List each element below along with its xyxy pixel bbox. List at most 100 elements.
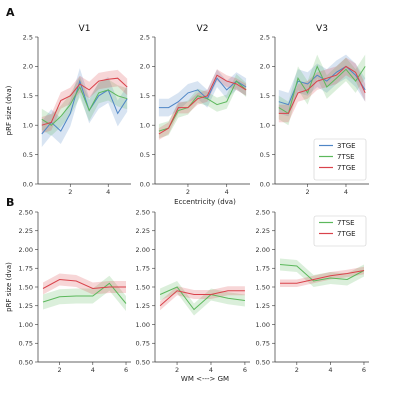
- y-tick-label: 2.25: [19, 227, 33, 235]
- x-tick-label: 2: [306, 188, 310, 196]
- legend-label-7tge: 7TGE: [337, 164, 356, 172]
- y-tick-label: 1.00: [19, 321, 33, 329]
- y-tick-label: 0.75: [136, 340, 150, 348]
- legend-box: [313, 138, 367, 181]
- band-7tge: [158, 69, 247, 140]
- y-tick-label: 2.5: [260, 33, 270, 41]
- y-tick-label: 0.0: [260, 180, 270, 188]
- line-7tge: [280, 270, 365, 284]
- subplot-3: 0.0 0.5 1.0 1.5 2.0 2.5 2 4 V3 3TGE 7TSE 7TGE: [260, 24, 369, 196]
- legend-label-7tse: 7TSE: [337, 153, 355, 161]
- legend-box: [313, 215, 367, 247]
- y-tick-label: 2.0: [140, 63, 150, 71]
- panel-label-a: A: [6, 6, 15, 19]
- x-tick-label: 6: [243, 366, 247, 374]
- x-tick-label: 4: [209, 366, 213, 374]
- line-7tge: [278, 65, 366, 114]
- x-tick-label: 4: [328, 366, 332, 374]
- y-tick-label: 1.50: [19, 283, 33, 291]
- y-tick-label: 0.50: [256, 358, 270, 366]
- y-tick-label: 2.0: [260, 63, 270, 71]
- y-tick-label: 1.00: [256, 321, 270, 329]
- x-tick-label: 2: [295, 366, 299, 374]
- legend: 7TSE 7TGE: [313, 215, 367, 247]
- line-7tge: [158, 74, 247, 135]
- y-tick-label: 2.00: [19, 246, 33, 254]
- band-7tse: [160, 281, 245, 316]
- band-3tge: [278, 54, 366, 117]
- band-7tse: [278, 54, 366, 126]
- subplot-title: V1: [79, 24, 91, 34]
- shared-xlabel-row-b: WM <---> GM: [181, 375, 229, 383]
- y-tick-label: 2.5: [23, 33, 33, 41]
- y-tick-label: 2.25: [136, 227, 150, 235]
- legend-label-7tge: 7TGE: [337, 230, 356, 238]
- y-tick-label: 0.0: [23, 180, 33, 188]
- x-tick-label: 2: [175, 366, 179, 374]
- band-3tge: [158, 69, 247, 117]
- y-tick-label: 0.75: [19, 340, 33, 348]
- x-tick-label: 2: [68, 188, 72, 196]
- y-tick-label: 1.75: [256, 265, 270, 273]
- y-tick-label: 1.75: [136, 265, 150, 273]
- x-tick-label: 2: [186, 188, 190, 196]
- y-tick-label: 2.50: [19, 208, 33, 216]
- x-tick-label: 4: [225, 188, 229, 196]
- y-tick-label: 2.25: [256, 227, 270, 235]
- y-tick-label: 1.00: [136, 321, 150, 329]
- subplot-2: 0.0 0.5 1.0 1.5 2.0 2.5 2 4 V2: [140, 24, 250, 196]
- subplot-5: 0.50 0.75 1.00 1.25 1.50 1.75 2.00 2.25 2.50 2 4 6: [136, 208, 250, 374]
- y-tick-label: 0.0: [140, 180, 150, 188]
- line-3tge: [158, 77, 247, 109]
- subplot-1: 0.0 0.5 1.0 1.5 2.0 2.5 2 4 V1 pRF size (dva): [5, 24, 131, 196]
- legend-label-3tge: 3TGE: [337, 142, 356, 150]
- y-tick-label: 0.5: [140, 151, 150, 159]
- x-tick-label: 6: [124, 366, 128, 374]
- band-7tse: [43, 275, 126, 311]
- y-tick-label: 0.5: [260, 151, 270, 159]
- band-7tge: [41, 69, 128, 134]
- y-tick-label: 1.25: [256, 302, 270, 310]
- panel-label-b: B: [6, 196, 14, 209]
- y-axis-label: pRF size (dva): [5, 85, 13, 135]
- y-tick-label: 0.50: [136, 358, 150, 366]
- y-tick-label: 1.5: [140, 92, 150, 100]
- y-tick-label: 0.75: [256, 340, 270, 348]
- legend: 3TGE 7TSE 7TGE: [313, 138, 367, 181]
- y-tick-label: 1.50: [256, 283, 270, 291]
- subplot-6: 0.50 0.75 1.00 1.25 1.50 1.75 2.00 2.25 2.50 2 4 6 7…: [256, 208, 369, 374]
- subplot-title: V2: [197, 24, 209, 34]
- x-tick-label: 4: [91, 366, 95, 374]
- line-7tse: [279, 264, 365, 282]
- y-tick-label: 0.50: [19, 358, 33, 366]
- y-tick-label: 1.5: [260, 92, 270, 100]
- band-7tse: [158, 74, 247, 139]
- y-tick-label: 0.5: [23, 151, 33, 159]
- line-3tge: [41, 79, 128, 135]
- y-tick-label: 1.75: [19, 265, 33, 273]
- y-tick-label: 2.50: [136, 208, 150, 216]
- y-tick-label: 2.00: [256, 246, 270, 254]
- y-tick-label: 1.0: [260, 122, 270, 130]
- x-tick-label: 2: [58, 366, 62, 374]
- y-tick-label: 2.50: [256, 208, 270, 216]
- line-3tge: [278, 65, 366, 106]
- y-tick-label: 1.0: [140, 122, 150, 130]
- band-7tge: [278, 57, 366, 123]
- y-tick-label: 2.0: [23, 63, 33, 71]
- subplot-title: V3: [316, 24, 328, 34]
- line-7tge: [42, 278, 126, 290]
- subplot-4: 0.50 0.75 1.00 1.25 1.50 1.75 2.00 2.25 2.50 2 4 6 p…: [5, 208, 131, 374]
- y-axis-label: pRF size (dva): [5, 262, 13, 312]
- band-7tge: [43, 273, 126, 295]
- legend-label-7tse: 7TSE: [337, 219, 355, 227]
- x-tick-label: 6: [362, 366, 366, 374]
- y-tick-label: 1.0: [23, 122, 33, 130]
- y-tick-label: 1.50: [136, 283, 150, 291]
- y-tick-label: 1.5: [23, 92, 33, 100]
- y-tick-label: 1.25: [19, 302, 33, 310]
- y-tick-label: 2.00: [136, 246, 150, 254]
- y-tick-label: 2.5: [140, 33, 150, 41]
